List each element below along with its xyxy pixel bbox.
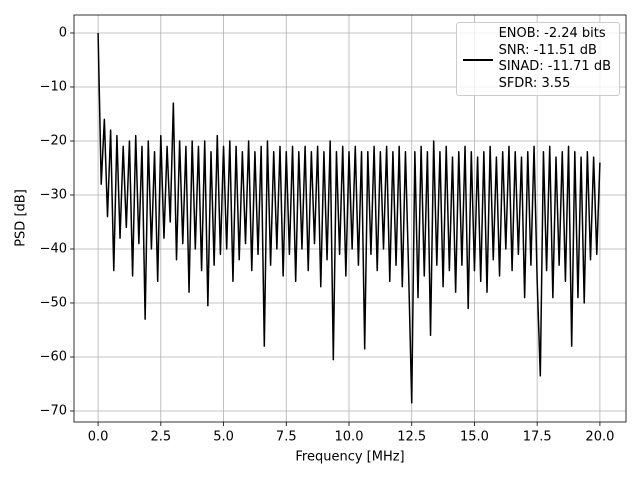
x-tick-label: 10.0: [335, 430, 364, 445]
y-tick-label: −40: [40, 241, 67, 256]
x-tick-label: 20.0: [585, 430, 614, 445]
legend: ENOB: -2.24 bits SNR: -11.51 dB SINAD: -…: [455, 22, 620, 96]
y-tick-label: −70: [40, 403, 67, 418]
x-tick-label: 0.0: [88, 430, 109, 445]
y-tick-label: −50: [40, 295, 67, 310]
x-tick-label: 7.5: [276, 430, 297, 445]
x-tick-label: 12.5: [397, 430, 426, 445]
x-axis-label: Frequency [MHz]: [295, 450, 404, 465]
y-tick-label: −10: [40, 79, 67, 94]
y-tick-label: −30: [40, 187, 67, 202]
y-tick-label: −60: [40, 349, 67, 364]
x-tick-label: 15.0: [460, 430, 489, 445]
legend-swatch: [462, 59, 493, 61]
legend-label: ENOB: -2.24 bits SNR: -11.51 dB SINAD: -…: [498, 26, 611, 91]
y-tick-label: −20: [40, 133, 67, 148]
x-tick-label: 17.5: [523, 430, 552, 445]
y-axis-label: PSD [dB]: [14, 189, 29, 247]
x-tick-label: 5.0: [213, 430, 234, 445]
y-tick-label: 0: [59, 25, 67, 40]
x-tick-label: 2.5: [150, 430, 171, 445]
data-line: [97, 32, 601, 404]
plot-frame: [73, 14, 627, 423]
